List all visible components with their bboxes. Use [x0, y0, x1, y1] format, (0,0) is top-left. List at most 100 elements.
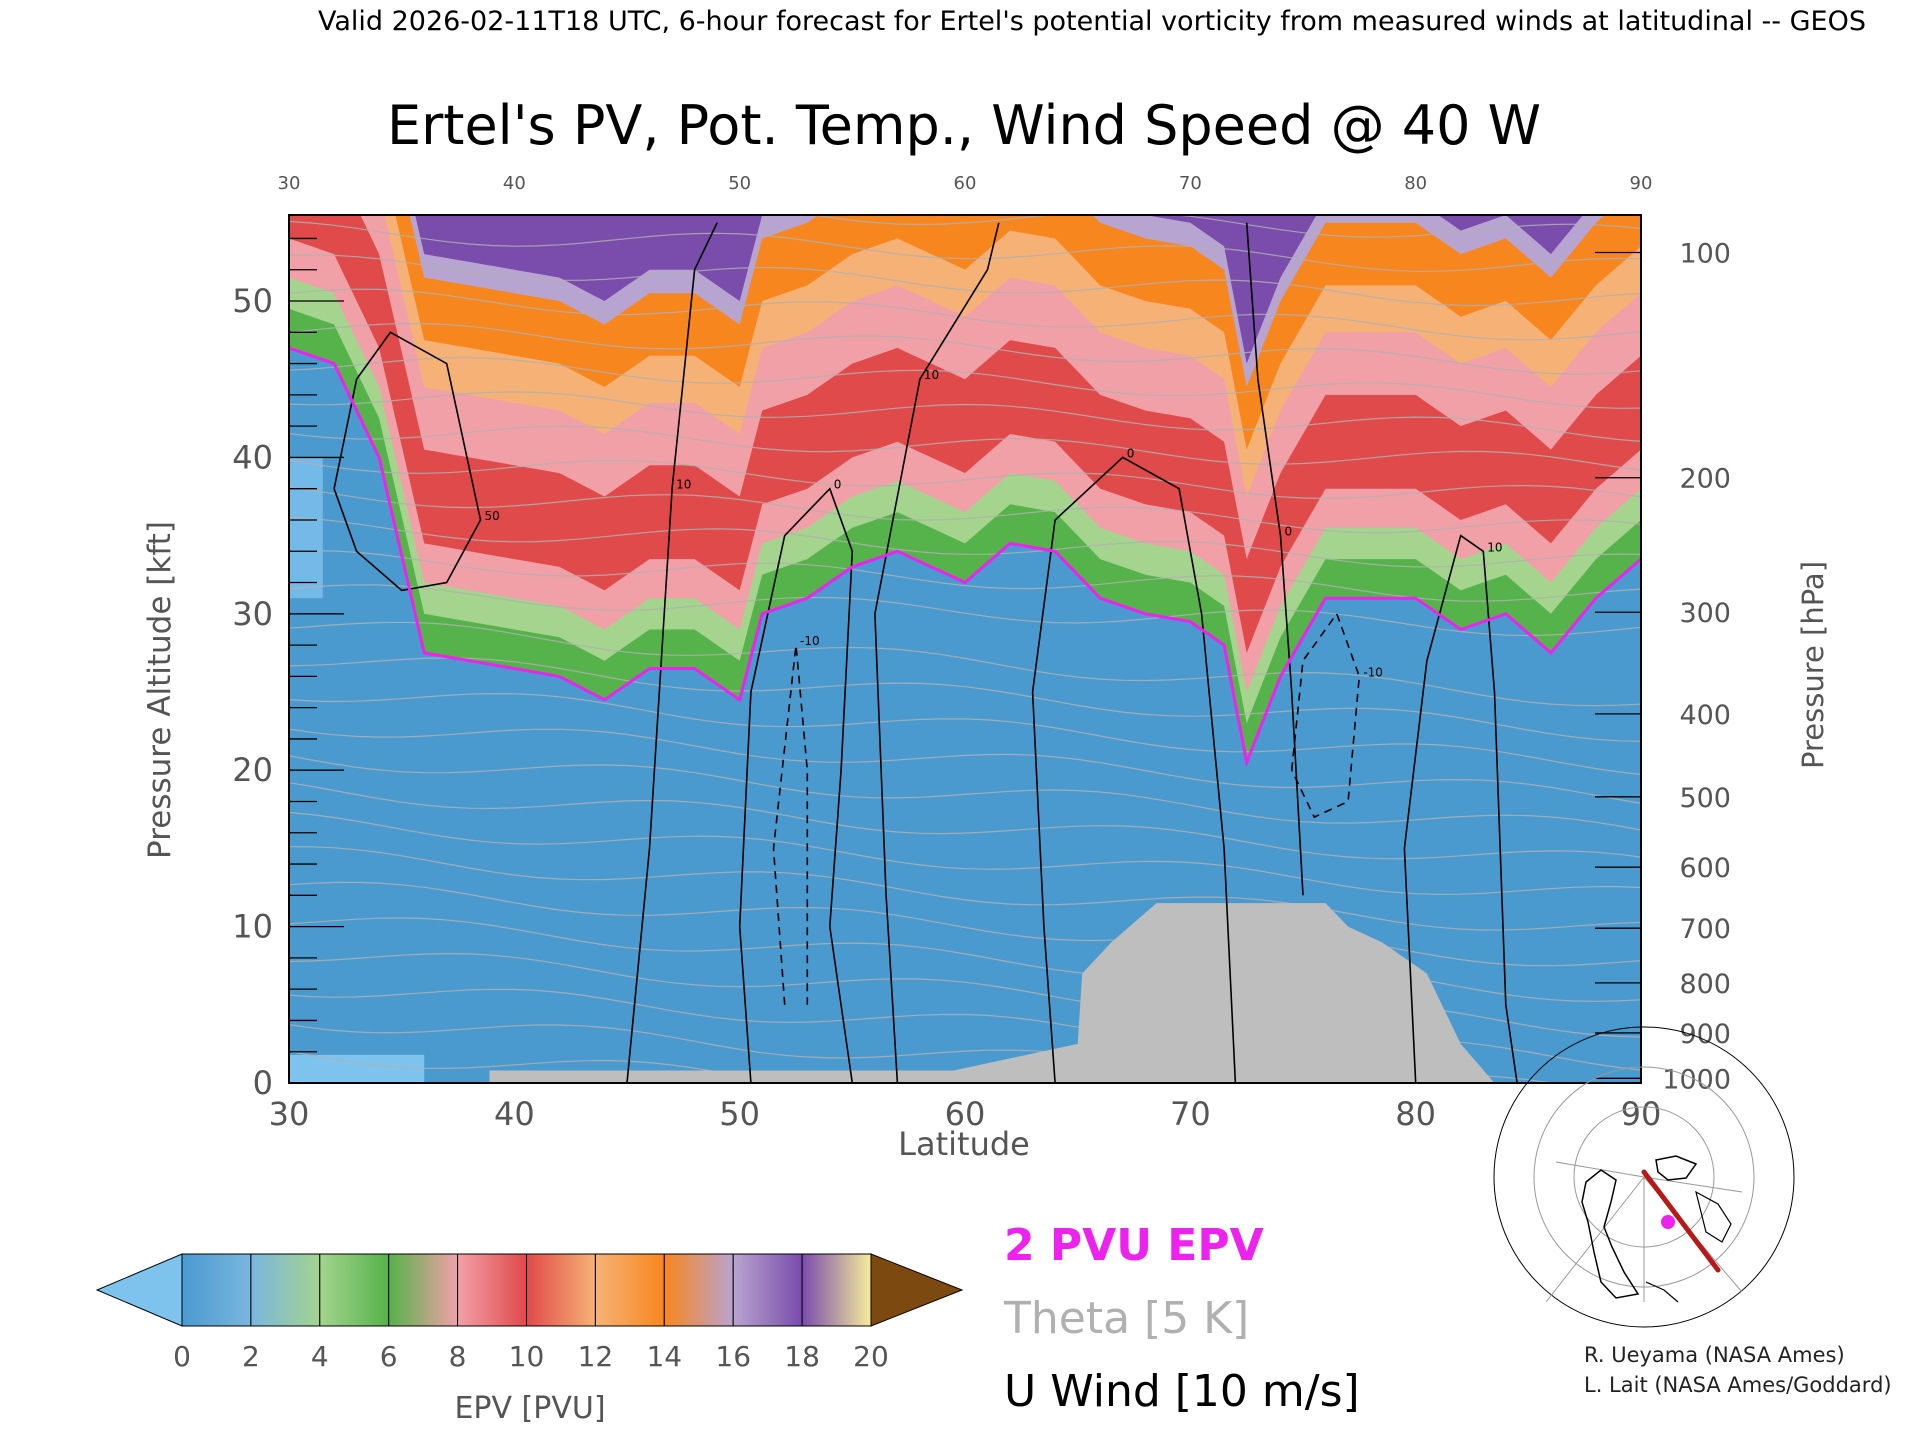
- theta-contour: [289, 692, 1641, 776]
- pressure-tick-label: 900: [1679, 1019, 1731, 1050]
- theta-contour: [289, 881, 1641, 967]
- u-wind-contour-label: 10: [676, 478, 691, 492]
- colorbar-bin: [457, 1253, 528, 1327]
- legend-wind-label: U Wind [10 m/s]: [1004, 1366, 1360, 1417]
- u-wind-contour-label: 10: [924, 368, 939, 382]
- u-wind-contour-label: 0: [1284, 525, 1292, 539]
- y-axis-left: 0 10 20 30 40 50: [232, 237, 344, 1102]
- valid-time-header: Valid 2026-02-11T18 UTC, 6-hour forecast…: [318, 6, 1866, 37]
- pressure-tick-label: 1000: [1662, 1064, 1731, 1095]
- colorbar-tick-label: 4: [311, 1340, 329, 1373]
- u-wind-contour: [626, 222, 718, 1083]
- colorbar-bin: [181, 1253, 252, 1327]
- x-top-tick-label: 50: [728, 173, 751, 194]
- plot-frame: [288, 214, 1642, 1084]
- plot-area: 50 10 0 10 0 0 10 -10 -10: [288, 214, 1642, 1084]
- colorbar-tick-label: 6: [380, 1340, 398, 1373]
- theta-contour: [809, 215, 1641, 238]
- y-tick-label: 50: [232, 282, 273, 320]
- colorbar-tick-label: 2: [242, 1340, 260, 1373]
- theta-contour: [289, 516, 1641, 568]
- theta-contour: [289, 459, 1641, 500]
- colorbar-tick-label: 12: [578, 1340, 614, 1373]
- north-polar-map-icon: [1493, 1026, 1795, 1328]
- colorbar-bin: [388, 1253, 459, 1327]
- theta-contour: [289, 357, 1641, 409]
- x-axis-label: Latitude: [898, 1125, 1030, 1163]
- colorbar-bin: [663, 1253, 734, 1327]
- pv-field-low-patch: [289, 1054, 425, 1083]
- u-wind-contour: [333, 331, 482, 592]
- legend-theta-label: Theta [5 K]: [1003, 1293, 1249, 1344]
- y-tick-label: 10: [232, 908, 273, 946]
- y-tick-label: 40: [232, 438, 273, 476]
- colorbar-bin: [594, 1253, 665, 1327]
- theta-contour: [289, 584, 1641, 637]
- pv-2-tropopause-line: [288, 346, 1642, 768]
- x-axis-bottom: 30 40 50 60 70 80 90: [269, 1095, 1662, 1133]
- x-top-tick-label: 80: [1404, 173, 1427, 194]
- x-top-tick-label: 60: [954, 173, 977, 194]
- x-tick-label: 60: [945, 1095, 986, 1133]
- x-top-tick-label: 70: [1179, 173, 1202, 194]
- colorbar-tick-label: 0: [173, 1340, 191, 1373]
- y-tick-label: 0: [253, 1064, 273, 1102]
- theta-contour: [289, 288, 1641, 341]
- pressure-tick-label: 100: [1679, 239, 1731, 270]
- u-wind-contours: 50 10 0 10 0 0 10 -10 -10: [333, 222, 1518, 1083]
- x-axis-top: 30 40 50 60 70 80 90: [278, 173, 1653, 194]
- u-wind-contour-label: 10: [1487, 540, 1502, 554]
- theta-contour: [289, 1050, 782, 1083]
- y-tick-label: 30: [232, 595, 273, 633]
- chart-title: Ertel's PV, Pot. Temp., Wind Speed @ 40 …: [387, 94, 1541, 157]
- colorbar-bin: [250, 1253, 321, 1327]
- x-tick-label: 50: [719, 1095, 760, 1133]
- colorbar-below-arrow: [95, 1253, 183, 1327]
- y-axis-right-label: Pressure [hPa]: [1796, 561, 1830, 769]
- colorbar-tick-label: 16: [715, 1340, 751, 1373]
- pressure-tick-label: 300: [1679, 598, 1731, 629]
- u-wind-contour-label: -10: [800, 634, 820, 648]
- theta-contour: [289, 811, 1641, 896]
- pressure-tick-label: 700: [1679, 914, 1731, 945]
- colorbar-tick-label: 18: [784, 1340, 820, 1373]
- x-tick-label: 90: [1621, 1095, 1662, 1133]
- colorbar-above-arrow: [870, 1253, 964, 1327]
- theta-contour: [289, 782, 1641, 860]
- pressure-tick-label: 200: [1679, 464, 1731, 495]
- theta-contour: [289, 322, 1641, 375]
- theta-contour: [289, 391, 1641, 442]
- colorbar: 0 2 4 6 8 10 12 14 16 18 20: [95, 1253, 964, 1373]
- theta-contour: [289, 220, 1641, 272]
- pv-field: [289, 215, 1641, 1083]
- colorbar-tick-label: 8: [449, 1340, 467, 1373]
- pv-field-low-patch: [289, 457, 323, 599]
- x-top-tick-label: 40: [503, 173, 526, 194]
- u-wind-contour-label: 0: [834, 478, 842, 492]
- theta-contour: [289, 657, 1641, 742]
- legend-pv-label: 2 PVU EPV: [1004, 1220, 1264, 1271]
- terrain-mask: [489, 903, 1495, 1083]
- x-tick-label: 30: [269, 1095, 310, 1133]
- theta-contour: [289, 846, 1641, 931]
- x-tick-label: 80: [1395, 1095, 1436, 1133]
- colorbar-bin: [526, 1253, 596, 1327]
- u-wind-contour: [1245, 222, 1304, 896]
- pressure-tick-label: 500: [1679, 783, 1731, 814]
- colorbar-label: EPV [PVU]: [454, 1391, 605, 1426]
- u-wind-contour: [1290, 612, 1361, 819]
- y-axis-right-pressure: 100 200 300 400 500 600 700 800 900 1000: [1595, 239, 1731, 1095]
- colorbar-tick-label: 14: [646, 1340, 682, 1373]
- colorbar-bin: [319, 1253, 390, 1327]
- theta-contour: [289, 621, 1641, 707]
- pressure-tick-label: 400: [1679, 700, 1731, 731]
- pressure-tick-label: 600: [1679, 853, 1731, 884]
- colorbar-tick-label: 10: [509, 1340, 545, 1373]
- theta-contour: [289, 425, 1641, 471]
- x-tick-label: 70: [1170, 1095, 1211, 1133]
- pressure-tick-label: 800: [1679, 969, 1731, 1000]
- u-wind-contour: [1403, 534, 1518, 1083]
- u-wind-contour-label: -10: [1363, 665, 1383, 679]
- terrain: [489, 903, 1495, 1083]
